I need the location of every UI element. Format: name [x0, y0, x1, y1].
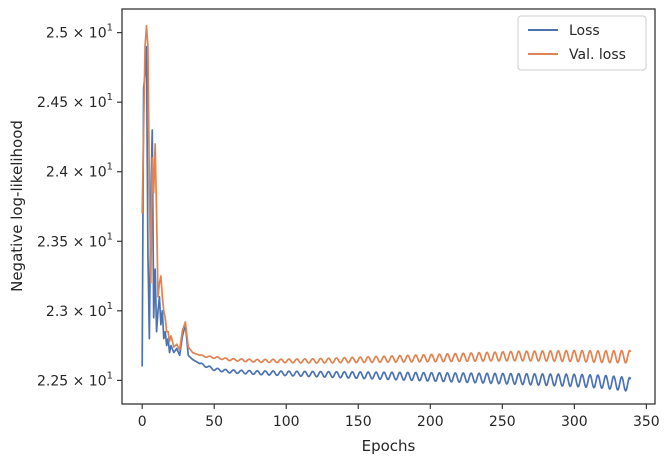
x-tick-label: 50 — [205, 414, 223, 430]
y-tick-label: 2.3 × 101 — [46, 301, 113, 320]
x-tick-label: 150 — [345, 414, 372, 430]
series-layer — [141, 24, 632, 392]
legend-label-loss: Loss — [569, 23, 600, 39]
x-tick-label: 200 — [417, 414, 444, 430]
y-tick-label: 2.5 × 101 — [46, 23, 113, 42]
y-axis-ticks: 2.25 × 101 2.3 × 101 2.35 × 101 2.4 × 101 2.… — [37, 23, 122, 389]
y-axis-label: Negative log-likelihood — [8, 120, 26, 292]
x-tick-label: 0 — [138, 414, 147, 430]
x-axis-label: Epochs — [362, 437, 416, 455]
y-tick-label: 2.25 × 101 — [37, 370, 113, 389]
y-tick-label: 2.35 × 101 — [37, 231, 113, 250]
legend-label-val-loss: Val. loss — [569, 47, 626, 63]
x-axis-ticks: 0 50 100 150 200 250 300 350 — [138, 404, 660, 430]
series-line-0 — [141, 45, 632, 392]
y-tick-label: 2.45 × 101 — [37, 92, 113, 111]
series-line-1 — [141, 24, 632, 364]
x-tick-label: 100 — [273, 414, 300, 430]
legend: Loss Val. loss — [517, 15, 647, 71]
x-tick-label: 350 — [633, 414, 660, 430]
y-tick-label: 2.4 × 101 — [46, 162, 113, 181]
plot-area — [121, 8, 656, 405]
x-tick-label: 250 — [489, 414, 516, 430]
x-tick-label: 300 — [561, 414, 588, 430]
